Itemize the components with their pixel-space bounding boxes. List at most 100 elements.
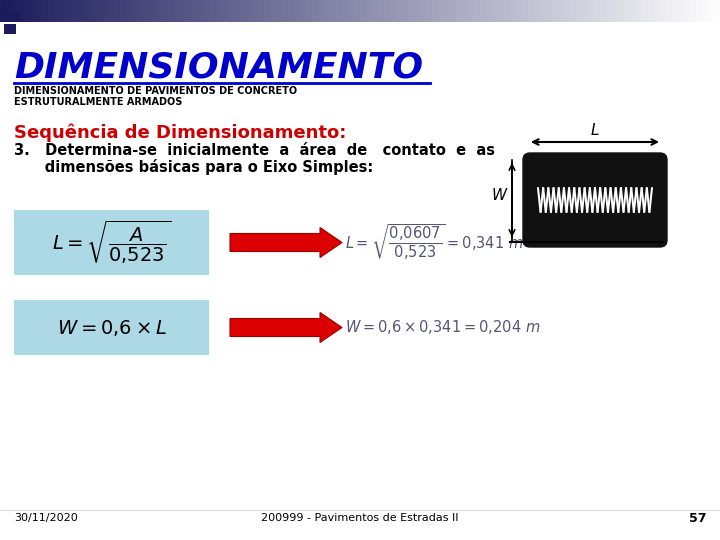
- Bar: [438, 0, 445, 22]
- Text: dimensões básicas para o Eixo Simples:: dimensões básicas para o Eixo Simples:: [14, 159, 373, 175]
- Text: DIMENSIONAMENTO: DIMENSIONAMENTO: [14, 50, 423, 84]
- Bar: [654, 0, 661, 22]
- Bar: [510, 0, 517, 22]
- Bar: [456, 0, 463, 22]
- Bar: [618, 0, 625, 22]
- FancyArrow shape: [230, 227, 342, 258]
- Bar: [14, 300, 209, 355]
- Bar: [198, 0, 205, 22]
- Bar: [4, 12, 20, 22]
- Text: $W = 0{,}6 \times L$: $W = 0{,}6 \times L$: [57, 318, 166, 338]
- Bar: [120, 0, 127, 22]
- Bar: [246, 0, 253, 22]
- Bar: [282, 0, 289, 22]
- Bar: [690, 0, 697, 22]
- Text: 57: 57: [688, 511, 706, 524]
- Bar: [360, 0, 367, 22]
- Bar: [186, 0, 193, 22]
- Bar: [546, 0, 553, 22]
- Bar: [4, 24, 16, 34]
- Bar: [36, 0, 43, 22]
- Bar: [258, 0, 265, 22]
- Bar: [60, 0, 67, 22]
- Bar: [552, 0, 559, 22]
- Bar: [234, 0, 241, 22]
- Bar: [354, 0, 361, 22]
- Bar: [672, 0, 679, 22]
- Bar: [372, 0, 379, 22]
- Bar: [78, 0, 85, 22]
- Bar: [588, 0, 595, 22]
- Bar: [534, 0, 541, 22]
- Bar: [558, 0, 565, 22]
- Text: W: W: [492, 187, 507, 202]
- Bar: [492, 0, 499, 22]
- Bar: [432, 0, 439, 22]
- Bar: [216, 0, 223, 22]
- Bar: [270, 0, 277, 22]
- Bar: [420, 0, 427, 22]
- Bar: [0, 0, 7, 22]
- Bar: [276, 0, 283, 22]
- Bar: [684, 0, 691, 22]
- Bar: [342, 0, 349, 22]
- Bar: [582, 0, 589, 22]
- Bar: [540, 0, 547, 22]
- Bar: [522, 0, 529, 22]
- FancyBboxPatch shape: [523, 153, 667, 247]
- Bar: [396, 0, 403, 22]
- Bar: [14, 210, 209, 275]
- Bar: [636, 0, 643, 22]
- Bar: [6, 0, 13, 22]
- Bar: [192, 0, 199, 22]
- Text: 200999 - Pavimentos de Estradas II: 200999 - Pavimentos de Estradas II: [261, 513, 459, 523]
- Bar: [336, 0, 343, 22]
- Bar: [114, 0, 121, 22]
- Bar: [54, 0, 61, 22]
- Bar: [174, 0, 181, 22]
- Bar: [264, 0, 271, 22]
- Bar: [600, 0, 607, 22]
- Text: L: L: [590, 123, 599, 138]
- Bar: [324, 0, 331, 22]
- Text: 30/11/2020: 30/11/2020: [14, 513, 78, 523]
- Text: $L = \sqrt{\dfrac{A}{0{,}523}}$: $L = \sqrt{\dfrac{A}{0{,}523}}$: [52, 219, 171, 266]
- Bar: [486, 0, 493, 22]
- Bar: [696, 0, 703, 22]
- Bar: [300, 0, 307, 22]
- Bar: [666, 0, 673, 22]
- Bar: [288, 0, 295, 22]
- Bar: [414, 0, 421, 22]
- Text: 3.   Determina-se  inicialmente  a  área  de   contato  e  as: 3. Determina-se inicialmente a área de c…: [14, 143, 495, 158]
- Bar: [462, 0, 469, 22]
- Bar: [498, 0, 505, 22]
- Bar: [708, 0, 715, 22]
- Bar: [12, 0, 19, 22]
- Bar: [444, 0, 451, 22]
- Bar: [210, 0, 217, 22]
- Bar: [228, 0, 235, 22]
- Bar: [570, 0, 577, 22]
- Bar: [348, 0, 355, 22]
- Bar: [402, 0, 409, 22]
- Bar: [168, 0, 175, 22]
- Bar: [366, 0, 373, 22]
- Bar: [72, 0, 79, 22]
- Bar: [450, 0, 457, 22]
- Bar: [528, 0, 535, 22]
- Bar: [594, 0, 601, 22]
- Bar: [42, 0, 49, 22]
- Bar: [702, 0, 709, 22]
- Bar: [138, 0, 145, 22]
- Bar: [18, 0, 25, 22]
- Bar: [132, 0, 139, 22]
- Bar: [390, 0, 397, 22]
- Bar: [108, 0, 115, 22]
- Text: Sequência de Dimensionamento:: Sequência de Dimensionamento:: [14, 123, 346, 141]
- Bar: [126, 0, 133, 22]
- Bar: [312, 0, 319, 22]
- Bar: [180, 0, 187, 22]
- Bar: [606, 0, 613, 22]
- Bar: [576, 0, 583, 22]
- Bar: [408, 0, 415, 22]
